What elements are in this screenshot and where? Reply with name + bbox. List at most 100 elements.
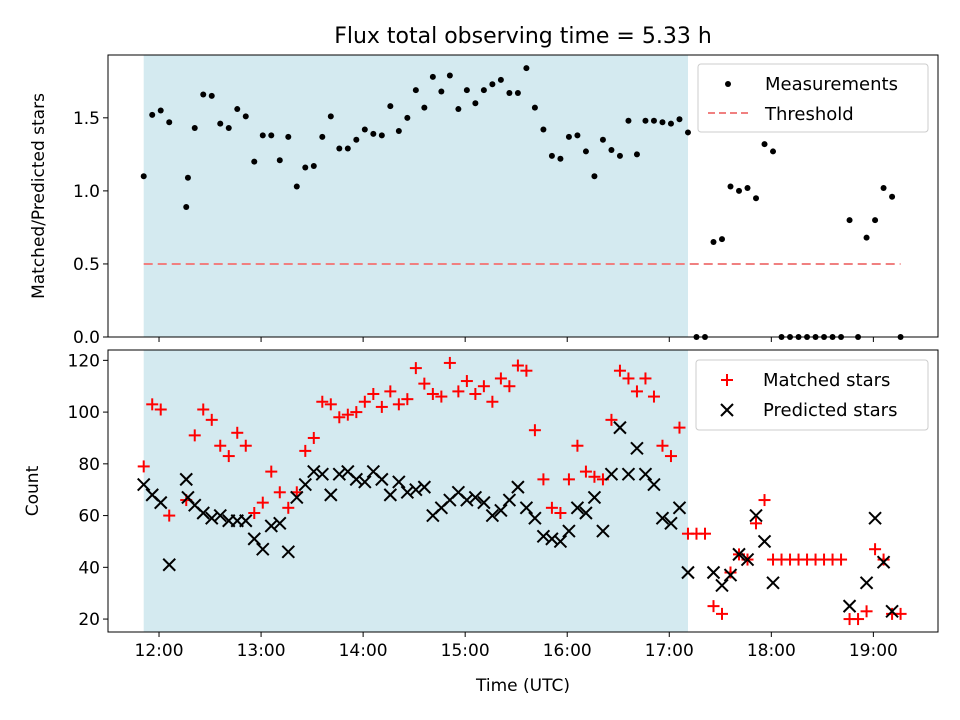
matched-star-point — [392, 398, 405, 411]
matched-star-point — [852, 613, 865, 626]
measurement-point — [548, 152, 555, 159]
legend-matched-marker — [721, 374, 733, 386]
predicted-star-point — [766, 576, 780, 590]
measurement-point — [166, 119, 173, 126]
predicted-star-point — [468, 490, 483, 505]
matched-star-point — [545, 501, 558, 514]
measurement-point — [225, 125, 232, 132]
predicted-star-point — [383, 488, 398, 502]
measurement-point — [387, 103, 394, 110]
matched-star-point — [656, 439, 669, 452]
chart-title: Flux total observing time = 5.33 h — [334, 24, 712, 49]
measurement-point — [889, 193, 896, 200]
predicted-star-point — [256, 542, 270, 556]
measurement-point — [259, 132, 266, 139]
matched-star-point — [673, 421, 686, 434]
matched-star-point — [426, 387, 439, 400]
matched-star-point — [307, 431, 320, 444]
predicted-star-point — [239, 514, 253, 528]
y-tick-label: 20 — [78, 610, 100, 630]
predicted-star-point — [868, 511, 882, 525]
matched-star-point — [137, 460, 150, 473]
predicted-star-point — [536, 529, 551, 543]
matched-star-point — [554, 506, 567, 519]
legend-measurements-label: Measurements — [765, 74, 898, 95]
predicted-star-point — [630, 441, 644, 456]
y-tick-label: 0.0 — [73, 328, 100, 348]
matched-star-point — [375, 400, 388, 413]
matched-star-point — [222, 450, 235, 463]
matched-star-point — [350, 406, 363, 419]
y-tick-label: 0.5 — [73, 255, 100, 275]
measurement-point — [710, 239, 717, 246]
measurement-point — [540, 126, 547, 133]
measurement-point — [353, 136, 360, 143]
matched-star-point — [460, 375, 473, 388]
predicted-star-point — [511, 480, 525, 494]
matched-star-point — [205, 413, 218, 426]
predicted-star-point — [587, 490, 602, 505]
measurement-point — [140, 173, 147, 180]
bottom-legend-box — [695, 359, 929, 431]
predicted-star-point — [562, 524, 576, 538]
measurement-point — [582, 148, 589, 155]
measurement-point — [727, 183, 734, 190]
predicted-star-point — [324, 488, 338, 502]
matched-star-point — [869, 543, 882, 556]
matched-star-point — [750, 517, 763, 530]
matched-star-point — [231, 426, 244, 439]
measurement-point — [217, 120, 224, 127]
matched-star-point — [707, 600, 720, 613]
matched-star-point — [503, 380, 516, 393]
measurement-point — [736, 187, 743, 194]
matched-star-point — [571, 439, 584, 452]
measurement-point — [846, 217, 853, 224]
legend-matched-label: Matched stars — [763, 370, 890, 391]
matched-star-point — [477, 380, 490, 393]
matched-star-point — [384, 385, 397, 398]
predicted-star-point — [298, 477, 313, 492]
measurement-point — [446, 72, 453, 79]
predicted-star-point — [375, 472, 389, 487]
measurement-point — [531, 104, 538, 111]
measurement-point — [718, 236, 725, 243]
predicted-star-point — [757, 534, 772, 549]
legend-threshold-label: Threshold — [764, 104, 854, 125]
measurement-point — [676, 116, 683, 123]
bottom-x-axis: 12:00 13:00 14:00 15:00 16:00 17:00 18:00 19:00 — [135, 632, 898, 661]
predicted-star-point — [460, 493, 474, 507]
matched-star-point — [188, 429, 201, 442]
predicted-star-point — [154, 495, 168, 510]
matched-star-point — [214, 439, 227, 452]
measurement-point — [659, 119, 666, 126]
matched-star-point — [860, 605, 873, 618]
predicted-star-point — [213, 508, 227, 523]
measurement-point — [608, 146, 615, 153]
predicted-star-point — [638, 467, 653, 481]
matched-star-point — [154, 403, 167, 416]
predicted-star-point — [545, 532, 559, 546]
legend-measurements-marker — [725, 81, 731, 87]
matched-star-point — [494, 372, 507, 385]
matched-star-point — [469, 387, 482, 400]
matched-star-point — [452, 385, 465, 398]
predicted-star-point — [706, 565, 721, 580]
top-axes-frame — [107, 54, 939, 338]
measurement-point — [625, 117, 632, 124]
measurement-point — [370, 130, 377, 137]
measurement-point — [557, 155, 564, 162]
measurement-point — [378, 132, 385, 139]
matched-star-point — [724, 566, 737, 579]
predicted-star-point — [579, 506, 593, 520]
x-tick-label: 18:00 — [747, 641, 796, 661]
predicted-star-point — [179, 472, 193, 487]
predicted-star-point — [332, 467, 347, 481]
predicted-star-point — [205, 511, 219, 525]
measurement-point — [514, 89, 521, 96]
predicted-star-point — [137, 477, 151, 492]
measurement-point — [616, 152, 623, 159]
measurement-point — [276, 157, 283, 164]
measurement-point — [293, 183, 300, 190]
matched-star-point — [197, 403, 210, 416]
